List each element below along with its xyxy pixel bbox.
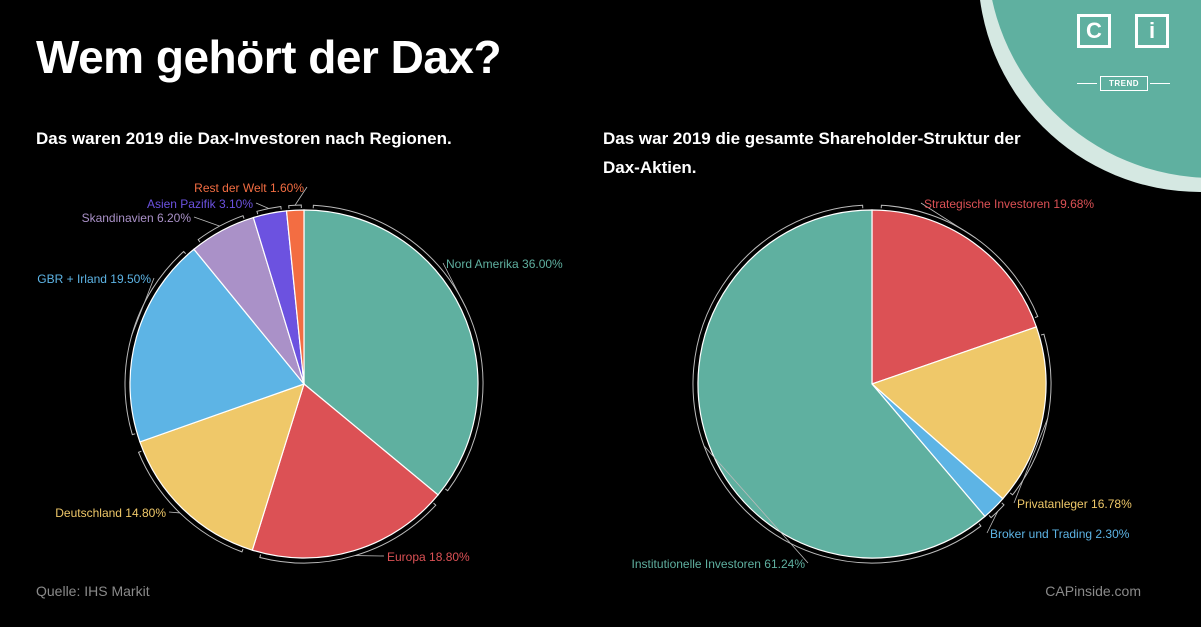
slice-privatanleger[interactable]: [870, 326, 1047, 500]
slice-bracket-skandinavien: [197, 215, 245, 243]
leader-line-rest-der-welt: [294, 186, 308, 206]
label-deutschland: Deutschland 14.80%: [55, 506, 166, 520]
label-institutionelle-investoren: Institutionelle Investoren 61.24%: [632, 557, 806, 571]
corner-disc: [992, 0, 1201, 178]
slice-bracket-europa: [259, 502, 437, 564]
leader-line-strategische-investoren: [920, 202, 976, 239]
leader-line-asien-pazifik: [255, 202, 269, 209]
slice-bracket-strategische-investoren: [880, 204, 1039, 319]
page-title: Wem gehört der Dax?: [36, 31, 502, 83]
shareholders-pie: Strategische Investoren 19.68% Privatanle…: [632, 197, 1133, 571]
logo-rule-left: [1077, 83, 1097, 84]
slice-bracket-gbr-irland: [124, 250, 187, 436]
leader-line-institutionelle-investoren: [703, 445, 809, 564]
label-broker-und-trading: Broker und Trading 2.30%: [990, 527, 1130, 541]
regions-pie: Nord Amerika 36.00% Europa 18.80% Deutschl…: [37, 181, 563, 564]
source-note: Quelle: IHS Markit: [36, 583, 150, 599]
slice-strategische-investoren[interactable]: [871, 209, 1038, 385]
slice-nord-amerika[interactable]: [303, 209, 479, 496]
logo-trend-tag: TREND: [1100, 76, 1148, 91]
label-asien-pazifik: Asien Pazifik 3.10%: [147, 197, 253, 211]
leader-line-skandinavien: [193, 216, 220, 227]
logo-rule-right: [1150, 83, 1170, 84]
leader-line-deutschland: [168, 511, 180, 514]
logo-letter-c: C: [1077, 14, 1111, 48]
leader-line-broker-und-trading: [986, 511, 999, 534]
label-rest-der-welt: Rest der Welt 1.60%: [194, 181, 304, 195]
slice-institutionelle-investoren[interactable]: [697, 209, 986, 559]
label-nord-amerika: Nord Amerika 36.00%: [446, 257, 563, 271]
chart-shareholder-title: Das war 2019 die gesamte Shareholder-Str…: [603, 129, 1021, 177]
slice-gbr-irland[interactable]: [129, 248, 306, 443]
label-gbr-irland: GBR + Irland 19.50%: [37, 272, 151, 286]
website-credit: CAPinside.com: [1045, 583, 1141, 599]
slice-deutschland[interactable]: [139, 383, 305, 551]
leader-line-nord-amerika: [442, 262, 467, 308]
leader-line-gbr-irland: [131, 277, 155, 336]
label-europa: Europa 18.80%: [387, 550, 470, 564]
slice-europa[interactable]: [251, 382, 439, 559]
chart-regions-title: Das waren 2019 die Dax-Investoren nach R…: [36, 129, 452, 148]
slice-bracket-rest-der-welt: [288, 204, 302, 209]
leader-line-privatanleger: [1013, 418, 1049, 504]
logo-letter-i: i: [1135, 14, 1169, 48]
label-strategische-investoren: Strategische Investoren 19.68%: [924, 197, 1094, 211]
label-skandinavien: Skandinavien 6.20%: [82, 211, 192, 225]
label-privatanleger: Privatanleger 16.78%: [1017, 497, 1132, 511]
slice-bracket-asien-pazifik: [256, 205, 282, 215]
slice-rest-der-welt[interactable]: [285, 209, 305, 385]
